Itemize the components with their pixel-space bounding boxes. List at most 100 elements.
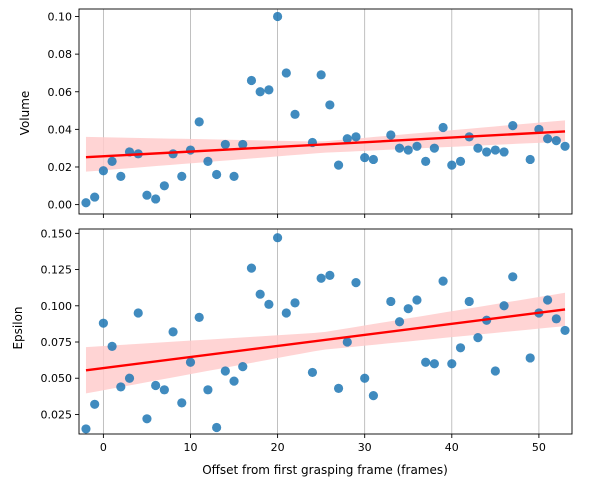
epsilon-regression-line (85, 308, 566, 372)
epsilon-x-tick-label: 20 (271, 441, 285, 454)
volume-data-point (386, 130, 396, 140)
volume-data-point (342, 134, 352, 144)
volume-y-tick-label: 0.02 (48, 161, 73, 174)
epsilon-x-tick-label: 30 (358, 441, 372, 454)
volume-data-point (264, 85, 274, 95)
volume-data-point (490, 145, 500, 155)
volume-data-point (325, 100, 335, 110)
epsilon-y-axis-label: Epsilon (11, 306, 25, 349)
volume-data-point (98, 166, 108, 176)
epsilon-data-point (429, 359, 439, 369)
volume-data-point (368, 154, 379, 165)
volume-data-point (185, 145, 196, 155)
volume-data-point (316, 70, 326, 80)
epsilon-data-point (403, 304, 413, 314)
epsilon-data-point (177, 398, 187, 408)
volume-data-point (159, 181, 169, 191)
volume-data-point (90, 192, 100, 202)
epsilon-data-point (438, 276, 448, 286)
volume-y-tick-label: 0.10 (48, 11, 73, 24)
epsilon-data-point (464, 296, 474, 307)
epsilon-data-point (473, 333, 483, 343)
volume-data-point (255, 87, 265, 97)
volume-data-point (212, 169, 222, 180)
epsilon-data-point (159, 385, 169, 395)
volume-regression-line (85, 130, 566, 159)
epsilon-data-point (316, 273, 326, 283)
epsilon-data-point (246, 263, 257, 273)
epsilon-data-point (229, 376, 239, 386)
volume-data-point (482, 147, 492, 157)
epsilon-panel: 0.025 0.050 0.075 0.100 0.125 0.150 0 10 20 30 40 5… (41, 227, 573, 454)
volume-axes-frame (78, 8, 573, 215)
volume-data-point (543, 134, 553, 144)
epsilon-data-point (255, 289, 265, 299)
volume-data-point (229, 171, 239, 181)
volume-data-point (333, 160, 344, 170)
epsilon-data-point (124, 373, 135, 383)
epsilon-data-point (508, 272, 518, 282)
volume-data-point (447, 160, 457, 170)
epsilon-data-point (307, 367, 318, 378)
volume-data-point (421, 156, 431, 166)
volume-data-point (560, 141, 570, 151)
epsilon-data-point (525, 353, 535, 363)
volume-data-point (151, 194, 161, 204)
epsilon-confidence-band (85, 292, 566, 394)
volume-data-point (246, 75, 257, 86)
x-axis-label: Offset from first grasping frame (frames… (202, 463, 448, 477)
volume-data-point (177, 171, 187, 181)
epsilon-data-point (412, 295, 422, 305)
volume-data-point (203, 156, 213, 166)
epsilon-data-point (151, 380, 161, 391)
epsilon-data-point (551, 314, 561, 324)
epsilon-data-point (281, 308, 291, 318)
volume-y-axis-label: Volume (18, 91, 32, 136)
epsilon-data-point (499, 301, 509, 311)
epsilon-data-point (386, 296, 396, 307)
epsilon-data-point (360, 373, 370, 383)
epsilon-data-point (455, 343, 466, 353)
epsilon-data-point (560, 325, 570, 336)
volume-data-point (116, 171, 126, 181)
epsilon-x-tick-label: 0 (100, 441, 107, 454)
epsilon-data-point (351, 278, 361, 288)
epsilon-y-tick-label: 0.050 (41, 372, 73, 385)
volume-data-point (351, 132, 361, 142)
volume-y-tick-label: 0.00 (48, 199, 73, 212)
epsilon-data-point (90, 399, 100, 409)
volume-data-point (438, 122, 448, 133)
volume-data-point (455, 156, 466, 166)
epsilon-data-point (194, 312, 204, 322)
epsilon-data-point (290, 298, 300, 308)
epsilon-x-tick-label: 50 (532, 441, 546, 454)
epsilon-data-point (272, 233, 283, 243)
volume-data-point (394, 143, 405, 153)
volume-y-tick-label: 0.08 (48, 48, 73, 61)
volume-data-point (107, 156, 117, 166)
volume-data-point (473, 143, 483, 153)
epsilon-data-point (394, 317, 405, 327)
epsilon-axes-frame (78, 228, 573, 435)
epsilon-data-point (98, 318, 108, 328)
epsilon-y-tick-label: 0.100 (41, 300, 73, 313)
volume-data-point (81, 198, 91, 208)
epsilon-data-point (543, 295, 553, 305)
volume-data-point (360, 152, 370, 163)
volume-data-point (429, 143, 439, 153)
volume-data-point (403, 145, 413, 155)
epsilon-data-point (490, 366, 500, 376)
epsilon-data-point (81, 424, 91, 434)
epsilon-y-tick-label: 0.025 (41, 408, 73, 421)
epsilon-data-point (107, 341, 117, 351)
epsilon-data-point (185, 357, 196, 367)
volume-panel: 0.00 0.02 0.04 0.06 0.08 0.10 (48, 8, 573, 218)
volume-data-point (281, 68, 291, 78)
epsilon-data-point (342, 337, 352, 347)
epsilon-data-point (116, 382, 126, 392)
epsilon-data-point (447, 359, 457, 369)
epsilon-y-tick-label: 0.150 (41, 227, 73, 240)
epsilon-data-point (421, 357, 431, 367)
